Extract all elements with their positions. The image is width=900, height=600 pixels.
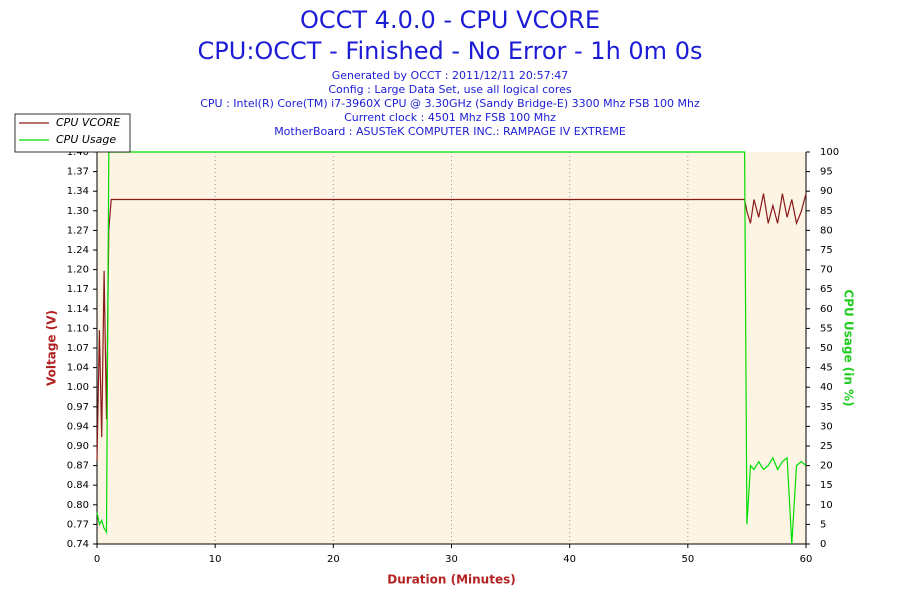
y-tick-label: 1.20 xyxy=(67,265,89,276)
x-tick-label: 60 xyxy=(800,554,813,565)
y-tick-label: 1.14 xyxy=(67,304,89,315)
y-tick-label: 0.97 xyxy=(67,402,89,413)
y2-tick-label: 90 xyxy=(820,186,833,197)
y2-tick-label: 25 xyxy=(820,441,833,452)
y-tick-label: 0.90 xyxy=(67,441,89,452)
info-line: Current clock : 4501 Mhz FSB 100 Mhz xyxy=(344,111,556,124)
y2-tick-label: 10 xyxy=(820,500,833,511)
y-tick-label: 1.34 xyxy=(67,186,89,197)
y2-tick-label: 85 xyxy=(820,206,833,217)
legend-label: CPU Usage xyxy=(56,133,116,146)
legend-box xyxy=(14,113,131,153)
y2-tick-label: 15 xyxy=(820,480,833,491)
x-tick-label: 0 xyxy=(94,554,100,565)
y2-tick-label: 55 xyxy=(820,323,833,334)
y2-tick-label: 70 xyxy=(820,265,833,276)
y-tick-label: 1.17 xyxy=(67,284,89,295)
y-tick-label: 1.24 xyxy=(67,245,89,256)
x-tick-label: 30 xyxy=(445,554,458,565)
y2-tick-label: 95 xyxy=(820,167,833,178)
y-tick-label: 1.10 xyxy=(67,323,89,334)
y-tick-label: 0.80 xyxy=(67,500,89,511)
info-line: MotherBoard : ASUSTeK COMPUTER INC.: RAM… xyxy=(274,125,626,138)
y2-tick-label: 5 xyxy=(820,519,826,530)
y-tick-label: 0.84 xyxy=(67,480,89,491)
y2-tick-label: 0 xyxy=(820,539,826,550)
y-tick-label: 0.74 xyxy=(67,539,89,550)
legend-label: CPU VCORE xyxy=(56,116,120,129)
y-tick-label: 0.77 xyxy=(67,519,89,530)
chart-title: OCCT 4.0.0 - CPU VCORE xyxy=(300,6,600,34)
x-tick-label: 40 xyxy=(563,554,576,565)
y-axis-label: Voltage (V) xyxy=(45,310,59,386)
y2-tick-label: 20 xyxy=(820,461,833,472)
y-tick-label: 1.04 xyxy=(67,363,89,374)
y-tick-label: 1.37 xyxy=(67,167,89,178)
y-tick-label: 0.94 xyxy=(67,421,89,432)
y2-tick-label: 100 xyxy=(820,147,839,158)
x-tick-label: 50 xyxy=(681,554,694,565)
y-tick-label: 1.00 xyxy=(67,382,89,393)
y2-tick-label: 75 xyxy=(820,245,833,256)
info-line: Config : Large Data Set, use all logical… xyxy=(328,83,572,96)
x-tick-label: 20 xyxy=(327,554,340,565)
y2-tick-label: 50 xyxy=(820,343,833,354)
x-tick-label: 10 xyxy=(209,554,222,565)
y2-tick-label: 35 xyxy=(820,402,833,413)
y-tick-label: 1.40 xyxy=(67,147,89,158)
y2-tick-label: 80 xyxy=(820,225,833,236)
y2-axis-label: CPU Usage (in %) xyxy=(842,289,856,406)
info-line: CPU : Intel(R) Core(TM) i7-3960X CPU @ 3… xyxy=(200,97,700,110)
info-line: Generated by OCCT : 2011/12/11 20:57:47 xyxy=(332,69,569,82)
y-tick-label: 1.30 xyxy=(67,206,89,217)
y2-tick-label: 45 xyxy=(820,363,833,374)
chart-subtitle: CPU:OCCT - Finished - No Error - 1h 0m 0… xyxy=(198,37,703,65)
y-tick-label: 0.87 xyxy=(67,461,89,472)
y2-tick-label: 65 xyxy=(820,284,833,295)
y-tick-label: 1.27 xyxy=(67,225,89,236)
y2-tick-label: 30 xyxy=(820,421,833,432)
x-axis-label: Duration (Minutes) xyxy=(387,573,515,587)
y2-tick-label: 60 xyxy=(820,304,833,315)
y2-tick-label: 40 xyxy=(820,382,833,393)
y-tick-label: 1.07 xyxy=(67,343,89,354)
data-line xyxy=(96,193,807,461)
